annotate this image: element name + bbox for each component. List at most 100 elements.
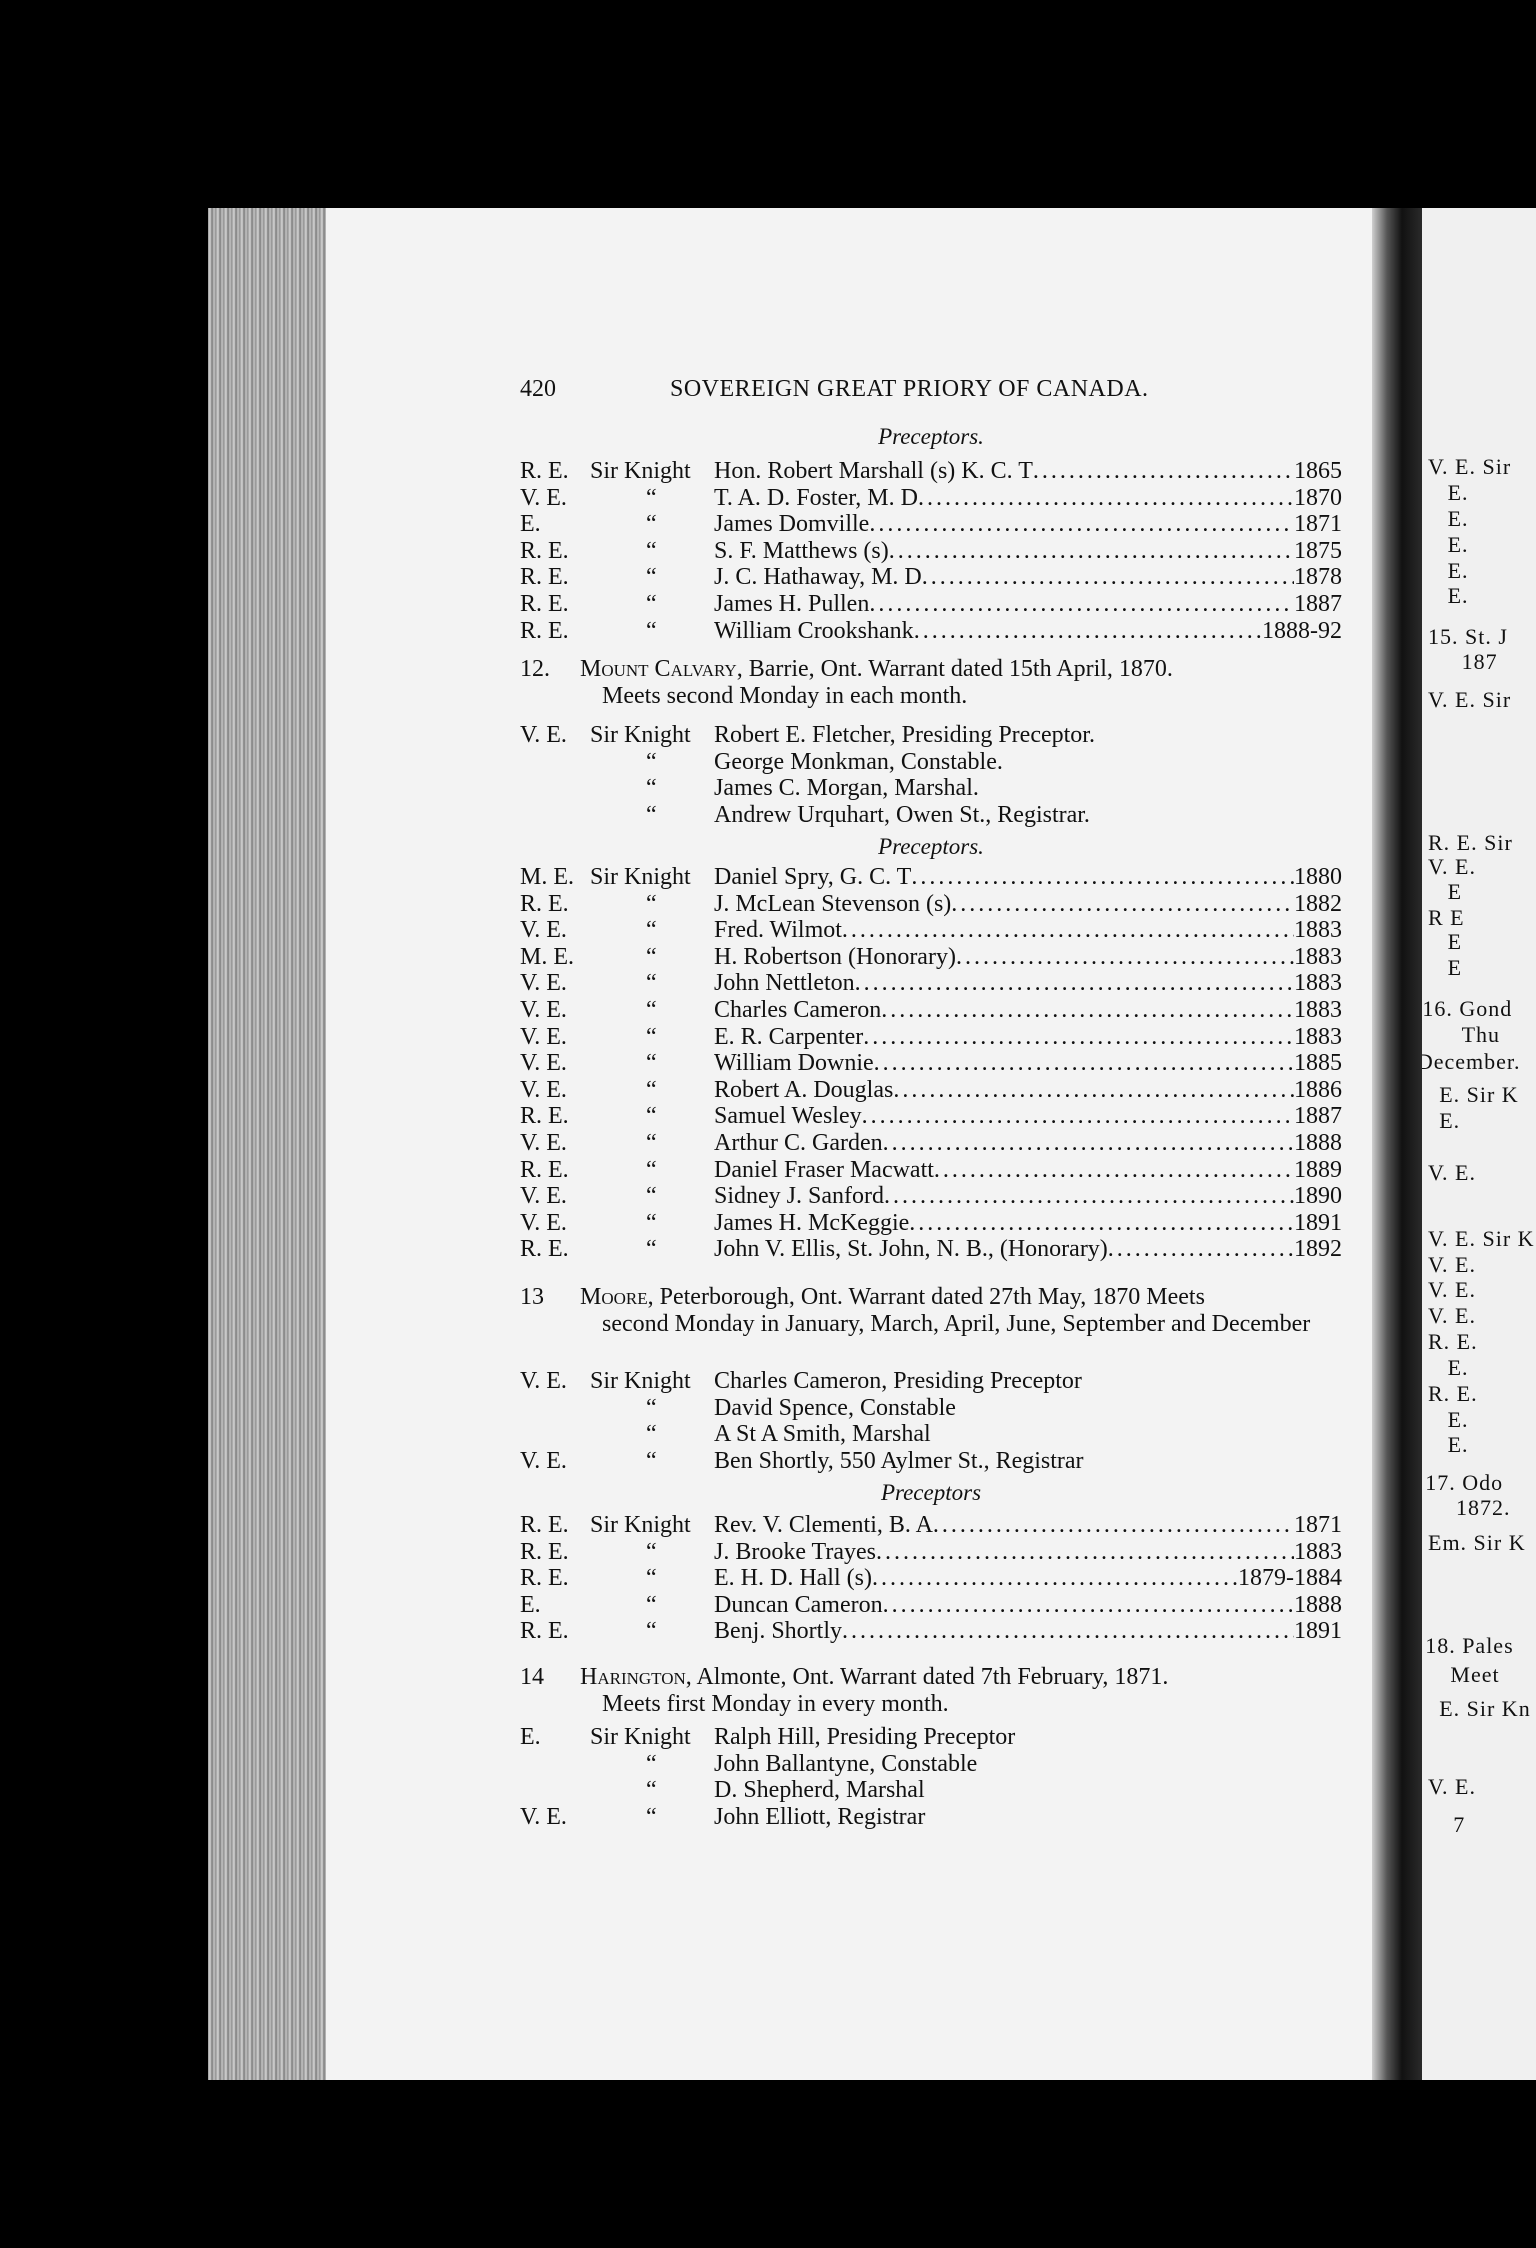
year: 1865 (1294, 458, 1342, 484)
member-name: Charles Cameron, Presiding Preceptor (714, 1368, 1082, 1394)
entry-row: E. “ James Domville 1871 (520, 511, 1342, 538)
dot-leader (893, 1077, 1294, 1104)
entry-row: V. E. “ Sidney J. Sanford 1890 (520, 1183, 1342, 1210)
entry-row: R. E. “ J. C. Hathaway, M. D 1878 (520, 564, 1342, 591)
title: “ (646, 1394, 657, 1421)
member-name: Hon. Robert Marshall (s) K. C. T (714, 458, 1033, 484)
entry-row: “ John Ballantyne, Constable (520, 1751, 1342, 1778)
rank: E. (520, 1724, 541, 1750)
book-page-edges (208, 208, 326, 2080)
rank: V. E. (520, 1076, 567, 1103)
rank: R. E. (520, 458, 569, 484)
year: 1878 (1294, 564, 1342, 591)
title: “ (646, 1050, 657, 1077)
member-name: Ralph Hill, Presiding Preceptor (714, 1724, 1016, 1750)
page-number: 420 (520, 376, 556, 402)
warrant-text: , Barrie, Ont. Warrant dated 15th April,… (736, 656, 1173, 682)
section-subhead: Preceptors. (878, 424, 984, 449)
rank (520, 775, 590, 802)
member-name: John Elliott, Registrar (714, 1803, 926, 1830)
year: 1891 (1294, 1618, 1342, 1645)
entry-row: R. E. “ E. H. D. Hall (s) 1879-1884 (520, 1565, 1342, 1592)
facing-page-fragment: 7 (1453, 1812, 1466, 1838)
entry-row: R. E. “ James H. Pullen 1887 (520, 591, 1342, 618)
year: 1883 (1294, 943, 1342, 970)
title: “ (646, 617, 657, 644)
rank (520, 802, 590, 829)
preceptory-number: 13 (520, 1284, 544, 1310)
facing-page-fragment: V. E. (1428, 1277, 1476, 1303)
preceptory-number: 12. (520, 656, 550, 682)
member-name: E. R. Carpenter (714, 1023, 864, 1050)
year: 1889 (1294, 1156, 1342, 1183)
rank: R. E. (520, 1618, 569, 1645)
year: 1870 (1294, 484, 1342, 511)
facing-page-fragment: 18. Pales (1425, 1633, 1514, 1659)
title: “ (646, 943, 657, 970)
title: “ (646, 1130, 657, 1156)
facing-page-fragment: R. E. (1428, 1329, 1478, 1355)
dot-leader (914, 618, 1262, 645)
title: “ (646, 775, 657, 802)
entry-row: “ David Spence, Constable (520, 1395, 1342, 1422)
member-name: George Monkman, Constable. (714, 748, 1003, 775)
entry-row: V. E. “ Ben Shortly, 550 Aylmer St., Regis… (520, 1448, 1342, 1475)
member-name: James Domville (714, 511, 870, 538)
entry-row: V. E. Sir Knight Robert E. Fletcher, Presi… (520, 722, 1342, 749)
rank: V. E. (520, 1050, 567, 1077)
facing-page-fragment: E. (1447, 557, 1469, 583)
rank: R. E. (520, 1512, 569, 1538)
dot-leader (869, 591, 1294, 618)
dot-leader (951, 891, 1294, 918)
facing-page-fragment: E. Sir K (1439, 1082, 1519, 1108)
entry-row: R. E. “ William Crookshank 1888-92 (520, 618, 1342, 645)
facing-page-fragment: V. E. Sir K (1428, 1225, 1535, 1251)
dot-leader (1108, 1236, 1294, 1263)
preceptory-heading: 13 Moore, Peterborough, Ont. Warrant date… (520, 1284, 1342, 1338)
entry-row: R. E. “ J. McLean Stevenson (s) 1882 (520, 891, 1342, 918)
entry-row: V. E. “ Robert A. Douglas 1886 (520, 1077, 1342, 1104)
title: “ (646, 890, 657, 917)
rank: R. E. (520, 591, 569, 617)
dot-leader (889, 538, 1294, 565)
entry-row: “ Andrew Urquhart, Owen St., Registrar. (520, 802, 1342, 829)
member-name: Ben Shortly, 550 Aylmer St., Registrar (714, 1447, 1084, 1474)
dot-leader (884, 1183, 1294, 1210)
entry-row: E. Sir Knight Ralph Hill, Presiding Precep… (520, 1724, 1342, 1751)
member-name: Samuel Wesley (714, 1103, 862, 1130)
entry-row: R. E. “ Benj. Shortly 1891 (520, 1618, 1342, 1645)
entry-row: V. E. “ John Nettleton 1883 (520, 970, 1342, 997)
rank: V. E. (520, 1130, 567, 1156)
member-name: Rev. V. Clementi, B. A (714, 1512, 933, 1538)
facing-page-fragment: Em. Sir K (1428, 1529, 1526, 1555)
dot-leader (918, 485, 1294, 512)
facing-page-fragment: Thu (1461, 1022, 1501, 1048)
facing-page-fragment: E. Sir Kn (1439, 1696, 1531, 1722)
dot-leader (1033, 458, 1294, 485)
rank (520, 1395, 590, 1422)
member-name: D. Shepherd, Marshal (714, 1777, 925, 1804)
member-name: J. C. Hathaway, M. D (714, 564, 922, 591)
dot-leader (842, 917, 1294, 944)
member-name: Daniel Fraser Macwatt (714, 1156, 934, 1183)
title: Sir Knight (590, 1724, 691, 1750)
preceptory-description: Harington, Almonte, Ont. Warrant dated 7… (580, 1664, 1342, 1718)
facing-page-fragment: E. (1447, 505, 1469, 531)
entry-row: R. E. “ Daniel Fraser Macwatt 1889 (520, 1157, 1342, 1184)
rank (520, 749, 590, 776)
member-name: J. McLean Stevenson (s) (714, 890, 952, 917)
facing-page-fragment: E. (1447, 1406, 1469, 1432)
title: Sir Knight (590, 458, 691, 484)
year: 1879-1884 (1238, 1565, 1342, 1592)
dot-leader (862, 1103, 1294, 1130)
rank: M. E. (520, 943, 574, 970)
facing-page-fragment: E. (1447, 531, 1469, 557)
member-name: Arthur C. Garden (714, 1130, 883, 1156)
dot-leader (911, 864, 1294, 891)
title: Sir Knight (590, 864, 691, 890)
year: 1883 (1294, 970, 1342, 997)
rank: R. E. (520, 1236, 569, 1263)
preceptory-name: Harington (580, 1664, 686, 1690)
meeting-text: Meets first Monday in every month. (602, 1691, 949, 1717)
member-name: Robert A. Douglas (714, 1076, 894, 1103)
